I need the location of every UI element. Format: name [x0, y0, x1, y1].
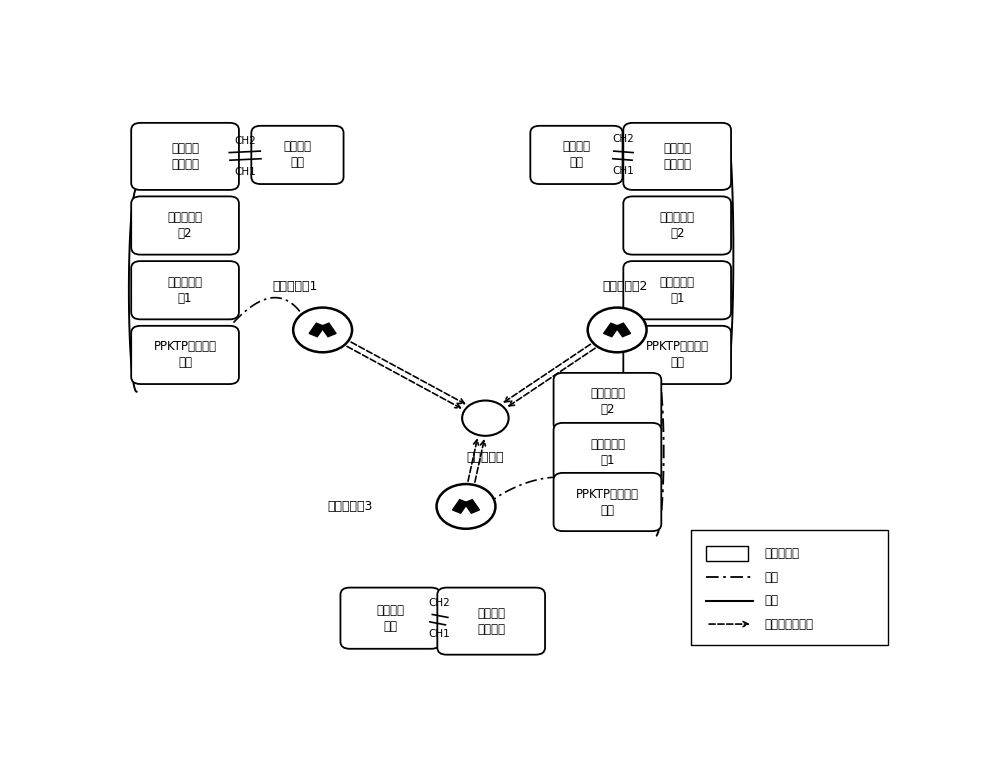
- Polygon shape: [453, 500, 468, 513]
- Text: 本地接入点2: 本地接入点2: [602, 280, 648, 293]
- Text: 本地接入点1: 本地接入点1: [273, 280, 318, 293]
- Polygon shape: [615, 323, 631, 337]
- Circle shape: [437, 484, 495, 529]
- Circle shape: [293, 308, 352, 352]
- Text: 电缆: 电缆: [764, 594, 778, 607]
- Text: PPKTP量子纠缠
光源: PPKTP量子纠缠 光源: [646, 341, 709, 370]
- Text: 高速采集
电路模块: 高速采集 电路模块: [477, 607, 505, 636]
- Text: 单光子探测
器2: 单光子探测 器2: [660, 211, 695, 240]
- FancyBboxPatch shape: [623, 123, 731, 190]
- Text: 符合计数
模块: 符合计数 模块: [376, 604, 404, 633]
- FancyBboxPatch shape: [623, 325, 731, 384]
- Text: 单光子探测
器1: 单光子探测 器1: [660, 276, 695, 305]
- FancyBboxPatch shape: [530, 126, 623, 184]
- Text: CH1: CH1: [428, 629, 450, 639]
- FancyBboxPatch shape: [131, 196, 239, 254]
- FancyBboxPatch shape: [554, 373, 661, 431]
- Polygon shape: [464, 500, 479, 513]
- Text: 本地接入点3: 本地接入点3: [328, 500, 373, 513]
- Text: PPKTP量子纠缠
光源: PPKTP量子纠缠 光源: [154, 341, 217, 370]
- FancyBboxPatch shape: [554, 473, 661, 531]
- Text: 信号光和闲置光: 信号光和闲置光: [764, 617, 813, 630]
- Polygon shape: [309, 323, 324, 337]
- Polygon shape: [321, 323, 336, 337]
- Circle shape: [588, 308, 647, 352]
- FancyBboxPatch shape: [691, 530, 888, 645]
- Text: CH1: CH1: [234, 167, 256, 177]
- Text: 单光子探测
器2: 单光子探测 器2: [168, 211, 203, 240]
- Text: 单光子探测
器1: 单光子探测 器1: [168, 276, 203, 305]
- Text: CH2: CH2: [612, 134, 634, 144]
- FancyBboxPatch shape: [623, 196, 731, 254]
- Text: 单光子探测
器1: 单光子探测 器1: [590, 438, 625, 467]
- Polygon shape: [604, 323, 619, 337]
- Text: CH2: CH2: [428, 597, 450, 607]
- FancyBboxPatch shape: [706, 545, 748, 561]
- FancyBboxPatch shape: [437, 588, 545, 655]
- FancyBboxPatch shape: [623, 261, 731, 319]
- Text: 单光子探测
器2: 单光子探测 器2: [590, 387, 625, 416]
- Text: 光纤: 光纤: [764, 571, 778, 584]
- Text: 光纤准直器: 光纤准直器: [764, 547, 799, 560]
- FancyBboxPatch shape: [131, 325, 239, 384]
- Text: PPKTP量子纠缠
光源: PPKTP量子纠缠 光源: [576, 487, 639, 516]
- Text: 符合计数
模块: 符合计数 模块: [283, 141, 311, 170]
- FancyBboxPatch shape: [340, 588, 440, 649]
- Text: CH1: CH1: [612, 166, 634, 176]
- Text: 高速采集
电路模块: 高速采集 电路模块: [171, 142, 199, 171]
- Text: 符合计数
模块: 符合计数 模块: [562, 141, 590, 170]
- FancyBboxPatch shape: [251, 126, 344, 184]
- Text: 待定位目标: 待定位目标: [467, 451, 504, 464]
- FancyBboxPatch shape: [131, 123, 239, 190]
- FancyBboxPatch shape: [554, 423, 661, 481]
- Text: 高速采集
电路模块: 高速采集 电路模块: [663, 142, 691, 171]
- Text: CH2: CH2: [234, 136, 256, 146]
- Circle shape: [462, 400, 509, 435]
- FancyBboxPatch shape: [131, 261, 239, 319]
